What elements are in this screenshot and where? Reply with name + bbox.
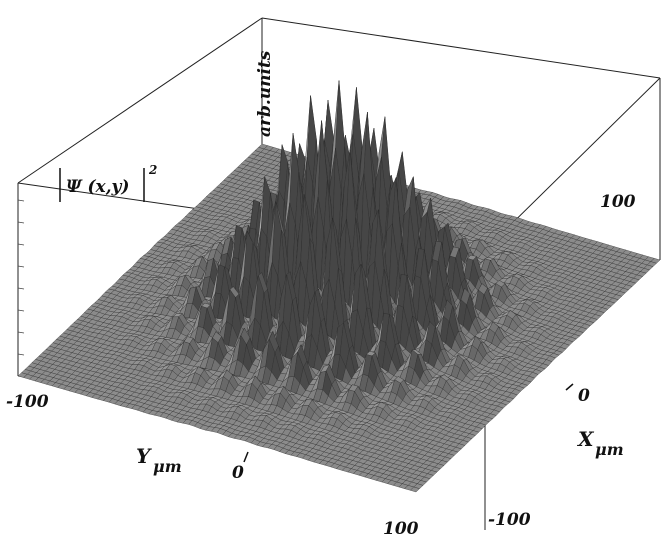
x-tick-label-neg100: -100 — [488, 510, 531, 530]
z-tick — [17, 221, 25, 224]
x-tick-mark-0 — [565, 383, 574, 391]
y-tick-mark-0 — [243, 451, 249, 463]
y-axis-unit: μm — [153, 457, 182, 476]
y-tick-label-0: 0 — [232, 463, 244, 483]
z-annotation-psi: Ψ (x,y) — [66, 177, 129, 197]
z-tick — [17, 309, 25, 312]
x-tick-label-100: 100 — [600, 192, 636, 212]
y-axis-symbol: Y — [136, 444, 152, 468]
z-annotation-exponent: 2 — [148, 163, 157, 177]
z-annotation: Ψ (x,y) 2 — [59, 163, 157, 202]
box-edge-top-left — [17, 17, 263, 184]
z-tick — [17, 199, 25, 202]
z-tick — [17, 331, 25, 334]
x-axis-title: X μm — [576, 427, 624, 459]
z-axis-ticks — [17, 199, 25, 378]
z-tick — [17, 265, 25, 268]
y-tick-label-100: 100 — [383, 519, 419, 539]
x-axis-unit: μm — [595, 440, 624, 459]
y-axis-title: Y μm — [136, 444, 182, 476]
z-axis-label: arb.units — [255, 50, 275, 137]
z-tick — [17, 287, 25, 290]
y-tick-label-neg100: -100 — [6, 392, 49, 412]
z-tick — [17, 243, 25, 246]
box-edge-top-back — [261, 17, 661, 79]
x-axis-symbol: X — [576, 427, 595, 451]
z-tick — [17, 353, 25, 356]
surface-mesh — [17, 80, 661, 493]
x-tick-label-0: 0 — [578, 386, 590, 406]
